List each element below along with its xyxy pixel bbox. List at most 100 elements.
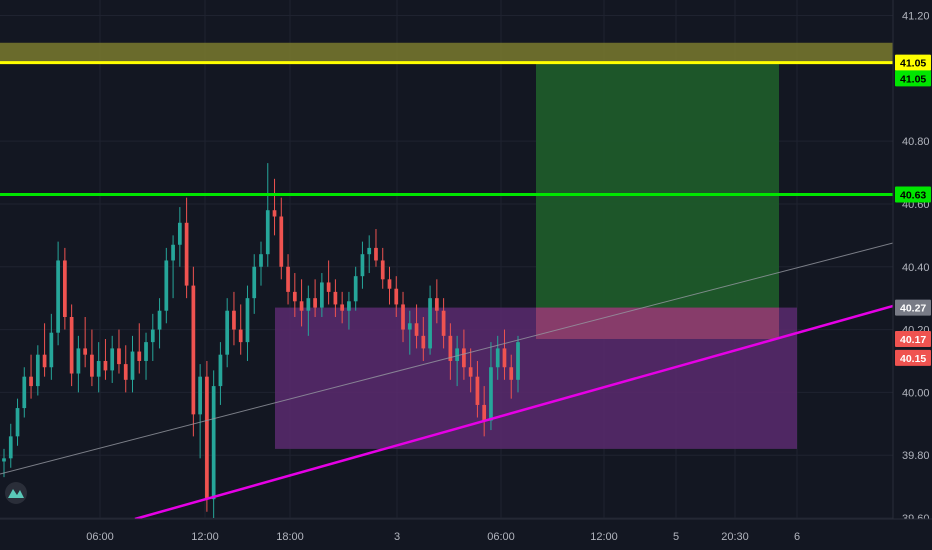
price-tick-label: 41.20 bbox=[902, 11, 930, 23]
candle bbox=[157, 298, 162, 349]
candle bbox=[259, 241, 263, 286]
candle-body bbox=[367, 247, 372, 255]
candle-body bbox=[198, 376, 202, 415]
candle bbox=[340, 291, 345, 324]
candle bbox=[90, 329, 94, 387]
candle bbox=[380, 247, 385, 289]
channel-line bbox=[0, 242, 894, 475]
candle bbox=[489, 342, 493, 431]
candle bbox=[347, 291, 351, 330]
candle bbox=[265, 163, 270, 267]
candle bbox=[326, 260, 331, 305]
candle-body bbox=[211, 386, 216, 500]
tradingview-logo-icon[interactable] bbox=[5, 482, 27, 504]
candle bbox=[434, 279, 439, 324]
candle bbox=[110, 335, 115, 383]
candle bbox=[394, 276, 399, 317]
time-tick-label: 18:00 bbox=[276, 531, 304, 543]
candle-body bbox=[374, 247, 378, 261]
time-tick-label: 20:30 bbox=[721, 531, 749, 543]
candle-body bbox=[347, 301, 351, 311]
price-tag-text: 41.05 bbox=[900, 58, 926, 70]
candle bbox=[353, 266, 358, 311]
candle bbox=[462, 329, 466, 380]
time-tick-label: 06:00 bbox=[86, 531, 114, 543]
candle-body bbox=[83, 348, 88, 355]
candle bbox=[177, 207, 182, 267]
candle-body bbox=[56, 260, 60, 333]
candle-body bbox=[475, 376, 480, 405]
candle bbox=[374, 229, 378, 267]
time-tick-label: 12:00 bbox=[590, 531, 618, 543]
candle bbox=[144, 332, 148, 380]
candle-body bbox=[407, 323, 412, 330]
candle-body bbox=[299, 301, 304, 311]
candle-body bbox=[360, 254, 365, 277]
candle-body bbox=[245, 298, 250, 343]
candle bbox=[232, 291, 236, 346]
candle-body bbox=[150, 329, 155, 343]
price-tag: 40.63 bbox=[895, 186, 931, 203]
price-tag-text: 40.17 bbox=[900, 334, 926, 346]
candle-body bbox=[69, 317, 74, 374]
candle bbox=[15, 398, 20, 446]
candle-body bbox=[333, 291, 338, 305]
candle bbox=[35, 345, 40, 396]
price-tick-label: 40.80 bbox=[902, 136, 930, 148]
candle-body bbox=[272, 210, 277, 217]
candle bbox=[367, 235, 372, 274]
candle bbox=[428, 285, 432, 355]
candle bbox=[29, 354, 33, 399]
candle bbox=[401, 291, 405, 343]
price-tags: 41.05 41.05 40.63 40.27 40.17 40.15 bbox=[895, 54, 931, 366]
price-tag: 40.15 bbox=[895, 349, 931, 366]
candle-body bbox=[482, 404, 487, 421]
candle bbox=[495, 335, 500, 380]
candle-body bbox=[252, 266, 257, 299]
candle bbox=[299, 279, 304, 327]
candle bbox=[245, 285, 250, 361]
candle-body bbox=[353, 276, 358, 302]
candle-body bbox=[63, 260, 67, 317]
candle bbox=[22, 367, 27, 418]
candle-body bbox=[184, 222, 189, 286]
candle bbox=[407, 310, 412, 355]
price-tag-bg bbox=[895, 186, 931, 203]
candle bbox=[96, 342, 101, 393]
price-tick-label: 40.40 bbox=[902, 262, 930, 274]
candle-body bbox=[340, 304, 345, 311]
candle-body bbox=[177, 222, 182, 245]
candle-body bbox=[421, 335, 426, 349]
price-tag-bg bbox=[895, 70, 931, 87]
candle-body bbox=[428, 298, 432, 349]
candle-body bbox=[387, 279, 392, 289]
price-tag-text: 40.27 bbox=[900, 303, 926, 315]
candle bbox=[123, 345, 128, 393]
candle-body bbox=[265, 210, 270, 255]
candle bbox=[468, 348, 473, 393]
candle bbox=[83, 317, 88, 368]
candle bbox=[272, 178, 277, 236]
candle bbox=[333, 279, 338, 317]
time-tick-label: 06:00 bbox=[487, 531, 515, 543]
candle-body bbox=[502, 348, 507, 368]
candle-body bbox=[441, 310, 446, 336]
candle bbox=[150, 313, 155, 361]
candle bbox=[475, 360, 480, 418]
candle-body bbox=[414, 323, 419, 336]
candle bbox=[191, 266, 196, 437]
candle-body bbox=[117, 348, 121, 365]
candle bbox=[8, 423, 13, 468]
candle-body bbox=[313, 298, 317, 308]
candle bbox=[69, 304, 74, 387]
candle bbox=[286, 254, 290, 305]
candle-body bbox=[468, 367, 473, 377]
price-tag: 40.17 bbox=[895, 330, 931, 347]
candle-body bbox=[130, 351, 135, 380]
candle-body bbox=[164, 260, 169, 311]
candle bbox=[509, 354, 514, 399]
support-trendline bbox=[134, 304, 894, 521]
price-tag-text: 40.63 bbox=[900, 190, 926, 202]
